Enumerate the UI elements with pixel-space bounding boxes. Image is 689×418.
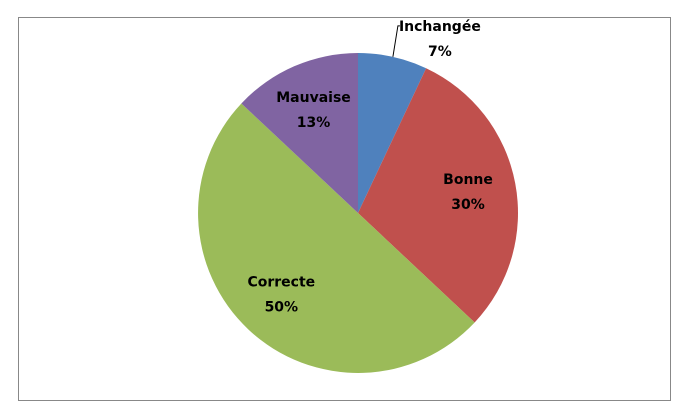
slice-value-label: 30%: [451, 197, 485, 213]
slice-label: Bonne: [443, 172, 493, 188]
pie-slice: [358, 53, 427, 213]
slice-value-label: 50%: [265, 300, 299, 316]
slice-label: Inchangée: [399, 19, 481, 35]
leader-line: [392, 25, 400, 57]
slice-label: Correcte: [247, 275, 315, 291]
pie-slice: [358, 68, 518, 323]
slice-value-label: 13%: [297, 115, 331, 131]
slice-label: Mauvaise: [276, 90, 351, 106]
pie-slice: [241, 52, 358, 213]
slice-value-label: 7%: [428, 44, 452, 60]
pie-slice: [198, 103, 475, 373]
